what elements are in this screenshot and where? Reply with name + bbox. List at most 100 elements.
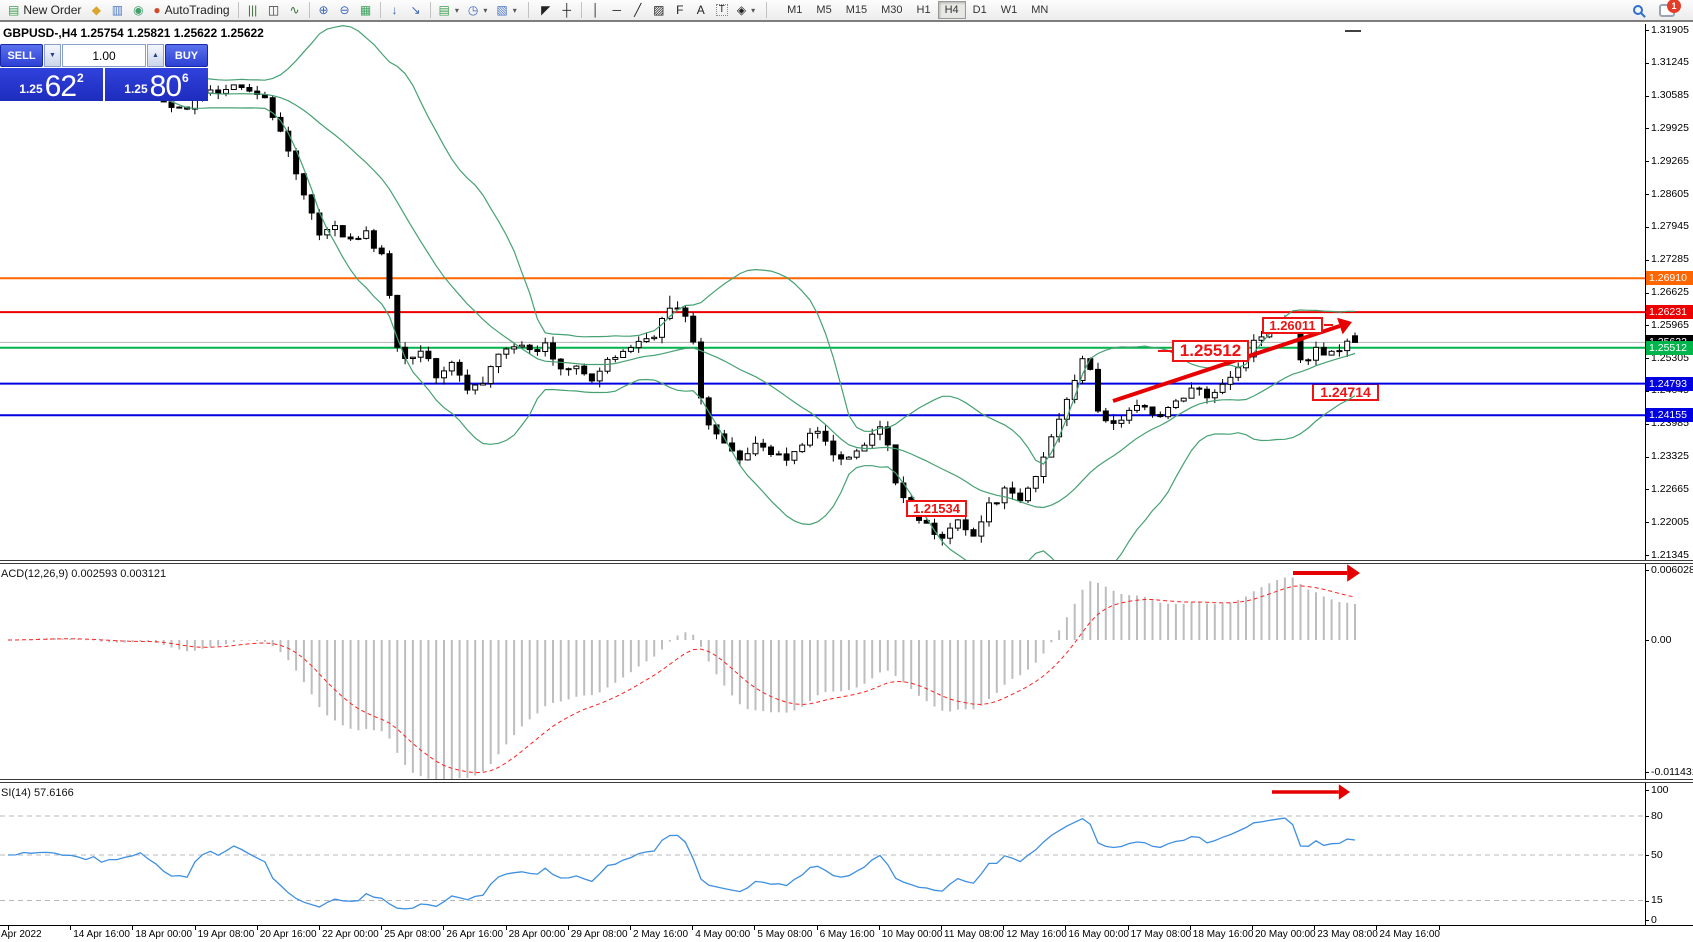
autotrading-icon: ● [153, 3, 161, 17]
axis-tick [1645, 920, 1649, 921]
toolbar-separator [237, 2, 239, 18]
timeframe-m15-button[interactable]: M15 [845, 4, 868, 16]
auto-scroll-button[interactable]: ↓ [385, 1, 405, 20]
text-button[interactable]: A [691, 1, 711, 20]
macd-axis-label: 0.006028 [1651, 564, 1693, 576]
time-axis-tick [70, 926, 72, 930]
clock-icon: ◷ [467, 3, 479, 17]
axis-tick [1645, 62, 1649, 64]
timeframe-h4-button[interactable]: H4 [937, 1, 966, 19]
history-center-button[interactable]: ◆ [86, 1, 106, 20]
tile-windows-icon: ▦ [359, 3, 372, 17]
buy-button[interactable]: BUY [165, 44, 208, 67]
time-axis-tick [1189, 926, 1191, 930]
signals-button[interactable]: ◉ [128, 1, 148, 20]
spinner-down-icon: ▼ [49, 52, 56, 59]
timeframe-w1-button[interactable]: W1 [1000, 4, 1018, 16]
dropdown-caret-icon: ▾ [751, 5, 756, 15]
price-annotation[interactable]: 1.25512 [1172, 340, 1249, 362]
time-axis-label: Apr 2022 [1, 929, 42, 940]
time-axis-tick [692, 926, 694, 930]
trendline-button[interactable]: ╱ [628, 1, 648, 20]
buy-price[interactable]: 1.25 80 6 [105, 68, 208, 102]
autotrading-button[interactable]: ● AutoTrading [149, 1, 233, 20]
new-chart-button[interactable]: ▤ ▾ [435, 1, 463, 20]
crosshair-button[interactable]: ┼ [557, 1, 577, 20]
price-level-chip: 1.24793 [1646, 376, 1693, 391]
equidistant-channel-button[interactable]: ▨ [649, 1, 669, 20]
price-annotation[interactable]: 1.26011 [1262, 317, 1323, 334]
timeframe-m1-button[interactable]: M1 [787, 4, 803, 16]
timeframe-m5-button[interactable]: M5 [816, 4, 832, 16]
main-chart-plot[interactable] [0, 24, 1645, 560]
candlestick-chart-button[interactable]: ◫ [264, 1, 284, 20]
panel-splitter[interactable] [0, 779, 1693, 783]
toolbar-separator [580, 2, 582, 18]
macd-plot[interactable] [0, 564, 1645, 779]
axis-tick [1645, 95, 1649, 97]
price-axis-label: 1.22005 [1651, 515, 1689, 528]
new-order-button-label: New Order [23, 3, 82, 17]
bar-chart-button[interactable]: ||| [243, 1, 263, 20]
fibonacci-button[interactable]: F [670, 1, 690, 20]
macd-axis-label: -0.011431 [1651, 765, 1693, 778]
chart-window-icon: ▥ [111, 3, 124, 17]
time-axis-tick [443, 926, 445, 930]
axis-tick [1645, 900, 1649, 902]
rsi-plot[interactable] [0, 783, 1645, 925]
zoom-out-button[interactable]: ⊖ [335, 1, 355, 20]
axis-tick [1645, 30, 1649, 31]
macd-axis-label: 0.00 [1651, 633, 1672, 646]
sell-price-small: 1.25 [19, 82, 43, 96]
tile-windows-button[interactable]: ▦ [356, 1, 376, 20]
zoom-in-button[interactable]: ⊕ [314, 1, 334, 20]
notification-badge: 1 [1667, 0, 1681, 13]
axis-tick [1645, 358, 1649, 360]
time-axis-tick [1065, 926, 1067, 930]
time-axis-label: 24 May 16:00 [1379, 929, 1440, 940]
timeframe-mn-button[interactable]: MN [1031, 4, 1049, 16]
chart-shift-icon: ↘ [410, 3, 421, 17]
line-chart-icon: ∿ [289, 3, 300, 17]
timeframe-m30-button[interactable]: M30 [881, 4, 903, 16]
time-axis[interactable]: Apr 2022 14 Apr 16:00 18 Apr 00:00 19 Apr 0… [0, 925, 1693, 942]
sell-price[interactable]: 1.25 62 2 [0, 68, 103, 102]
horizontal-line-button[interactable]: ─ [607, 1, 627, 20]
time-axis-tick [381, 926, 383, 930]
price-axis-label: 1.30585 [1651, 89, 1689, 102]
axis-tick [1645, 555, 1649, 556]
time-axis-tick [319, 926, 320, 930]
rsi-label: SI(14) 57.6166 [1, 787, 74, 799]
chart-window-button[interactable]: ▥ [107, 1, 127, 20]
crosshair-icon: ┼ [562, 3, 572, 17]
timeframe-d1-button[interactable]: D1 [972, 4, 987, 16]
vertical-line-button[interactable]: │ [586, 1, 606, 20]
search-icon[interactable] [1633, 5, 1643, 15]
time-axis-tick [194, 926, 196, 930]
price-annotation[interactable]: 1.21534 [906, 500, 967, 517]
time-axis-tick [567, 926, 569, 930]
time-axis-label: 17 May 08:00 [1130, 929, 1192, 940]
timeframe-h1-button[interactable]: H1 [916, 4, 931, 16]
sell-button[interactable]: SELL [0, 44, 43, 67]
time-axis-tick [1127, 926, 1129, 930]
dropdown-caret-icon: ▾ [454, 5, 459, 15]
volume-decrease-button[interactable]: ▼ [44, 44, 61, 67]
arrows-button[interactable]: ◈ ▾ [733, 1, 759, 20]
volume-increase-button[interactable]: ▲ [147, 44, 164, 67]
auto-scroll-icon: ↓ [391, 3, 398, 17]
templates-button[interactable]: ▧ ▾ [492, 1, 520, 20]
panel-splitter[interactable] [0, 560, 1693, 564]
text-label-button[interactable]: T [712, 1, 732, 20]
new-order-button[interactable]: ▤ New Order [4, 1, 85, 20]
chart-shift-button[interactable]: ↘ [406, 1, 426, 20]
cursor-button[interactable]: ◤ [536, 1, 556, 20]
time-axis-label: 20 Apr 16:00 [259, 929, 317, 940]
time-axis-label: 25 Apr 08:00 [384, 929, 441, 940]
periods-button[interactable]: ◷ ▾ [464, 1, 492, 20]
axis-tick [1645, 489, 1649, 491]
line-chart-button[interactable]: ∿ [285, 1, 305, 20]
volume-input[interactable] [62, 44, 146, 67]
chat-icon[interactable]: 1 [1659, 0, 1681, 17]
